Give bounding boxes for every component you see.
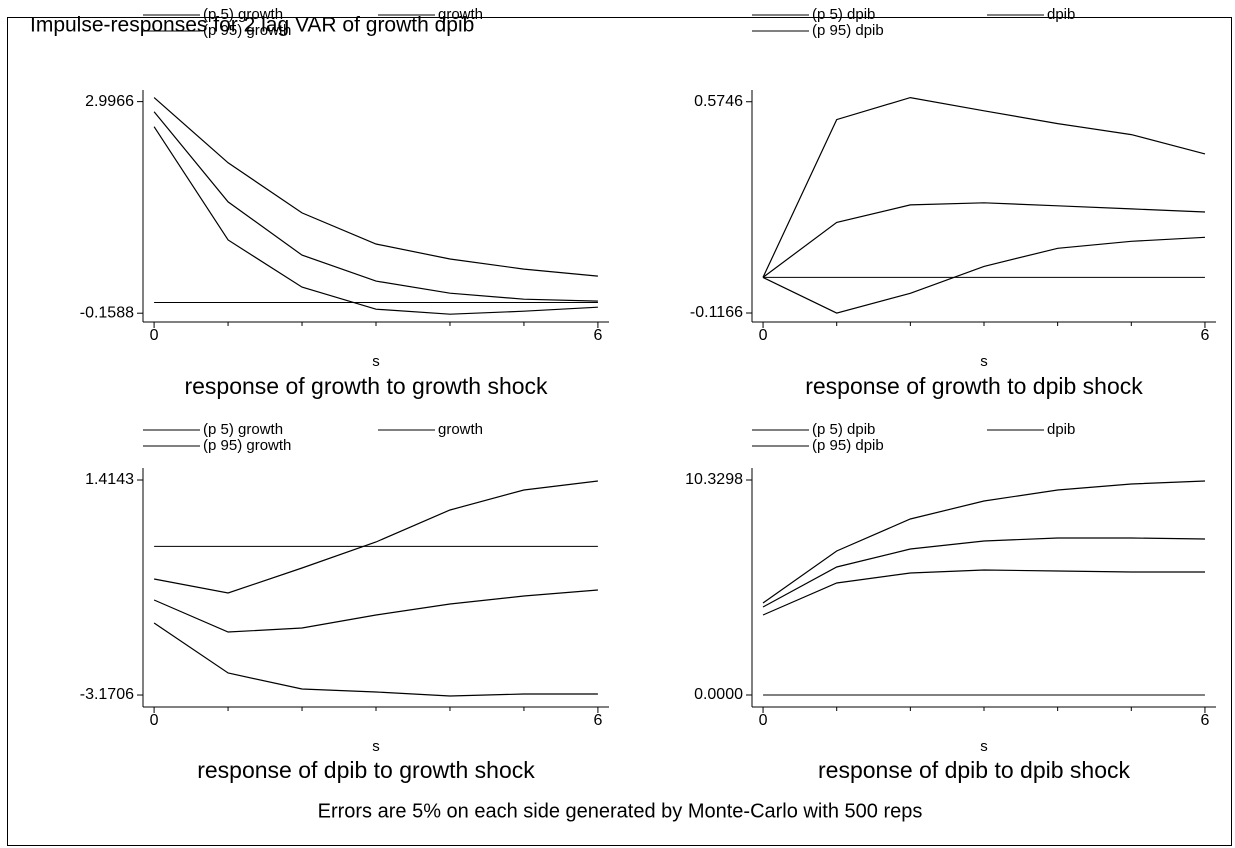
x-tick-label: 0 <box>150 327 159 344</box>
legend-label: dpib <box>1047 421 1075 438</box>
legend-label: (p 95) growth <box>203 437 291 454</box>
series-line <box>762 537 1206 608</box>
legend-label: (p 5) dpib <box>812 421 875 438</box>
legend-label: dpib <box>1047 6 1075 23</box>
y-tick-label: 1.4143 <box>85 471 134 488</box>
x-tick-label: 6 <box>593 327 602 344</box>
legend-label: (p 5) growth <box>203 6 283 23</box>
panel-title: response of growth to growth shock <box>184 373 548 399</box>
x-tick-label: 6 <box>1200 327 1209 344</box>
legend-label: growth <box>438 6 483 23</box>
series-line <box>762 202 1206 278</box>
y-tick-label: 2.9966 <box>85 93 134 110</box>
panel-title: response of dpib to growth shock <box>197 757 535 783</box>
x-axis-label: s <box>372 353 380 370</box>
y-tick-label: 0.0000 <box>694 686 743 703</box>
series-line <box>153 589 598 633</box>
y-tick-label: -3.1706 <box>80 686 134 703</box>
x-tick-label: 6 <box>1200 712 1209 729</box>
x-axis-label: s <box>980 353 988 370</box>
series-line <box>153 111 598 302</box>
x-tick-label: 0 <box>759 712 768 729</box>
series-line <box>153 97 598 277</box>
x-tick-label: 0 <box>759 327 768 344</box>
series-line <box>762 96 1206 278</box>
legend-label: (p 95) dpib <box>812 22 884 39</box>
x-axis-label: s <box>980 738 988 755</box>
note: Errors are 5% on each side generated by … <box>318 800 923 822</box>
panel-title: response of dpib to dpib shock <box>818 757 1130 783</box>
y-tick-label: 10.3298 <box>685 471 743 488</box>
x-tick-label: 0 <box>150 712 159 729</box>
y-tick-label: 0.5746 <box>694 93 743 110</box>
panel-title: response of growth to dpib shock <box>805 373 1143 399</box>
y-tick-label: -0.1588 <box>80 304 134 321</box>
x-axis-label: s <box>372 738 380 755</box>
legend-label: (p 95) growth <box>203 22 291 39</box>
y-tick-label: -0.1166 <box>690 304 743 321</box>
series-line <box>762 236 1206 314</box>
series-line <box>153 126 598 315</box>
series-line <box>762 569 1205 616</box>
legend-label: (p 95) dpib <box>812 437 884 454</box>
series-line <box>762 480 1206 604</box>
legend-label: growth <box>438 421 483 438</box>
x-tick-label: 6 <box>593 712 602 729</box>
legend-label: (p 5) growth <box>203 421 283 438</box>
series-line <box>153 622 598 697</box>
series-line <box>153 480 598 594</box>
figure-title: Impulse-responses for 2 lag VAR of growt… <box>30 14 474 37</box>
legend-label: (p 5) dpib <box>812 6 875 23</box>
